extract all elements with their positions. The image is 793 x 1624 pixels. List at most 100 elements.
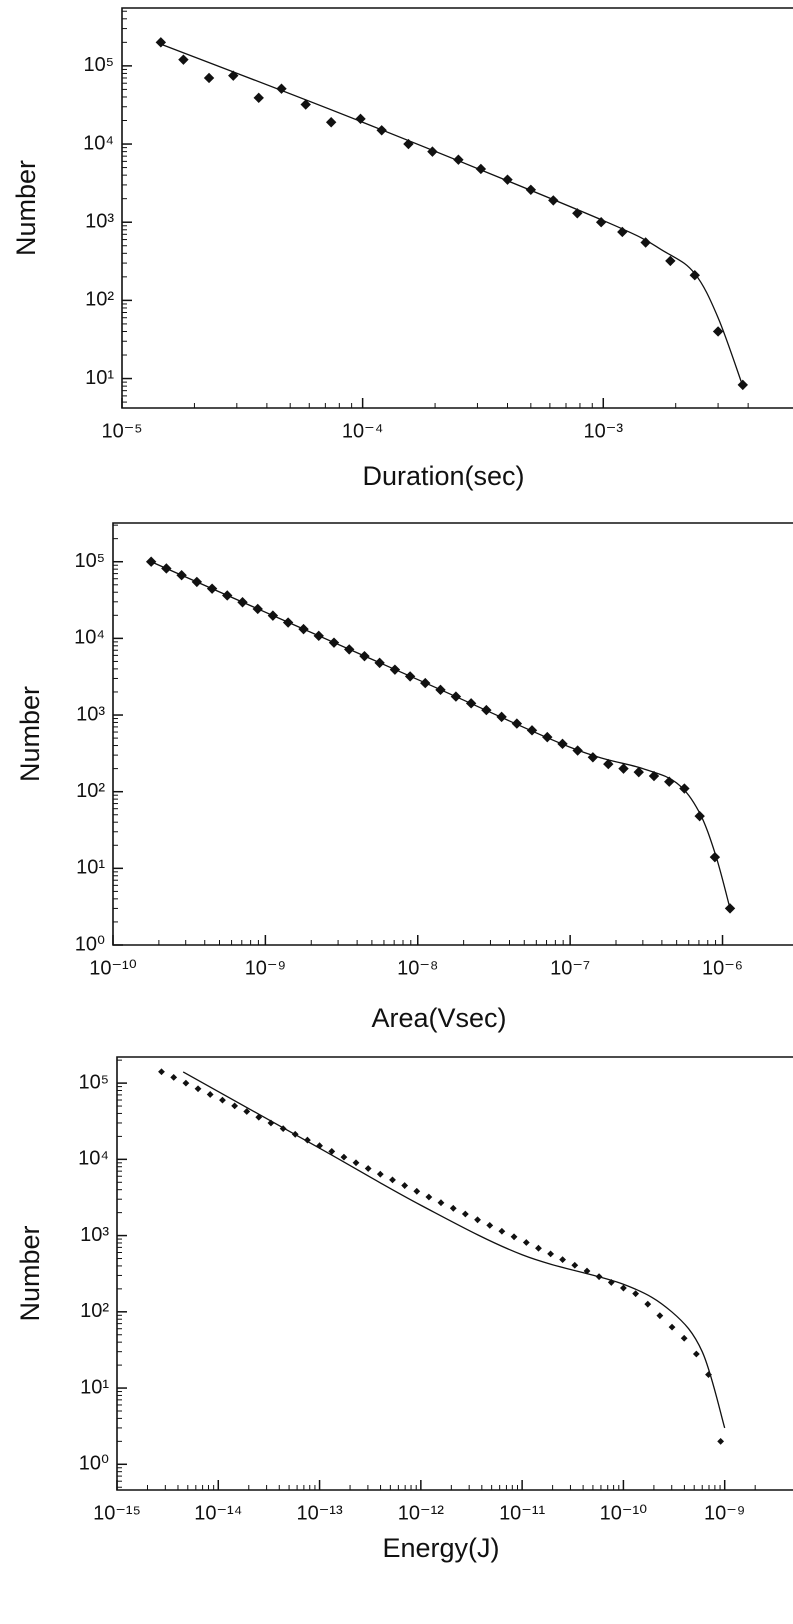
x-tick-label: 10⁻¹⁰: [600, 1502, 647, 1524]
data-point: [203, 72, 215, 84]
data-point: [374, 657, 385, 669]
y-tick-label: 10³: [85, 210, 114, 232]
data-point: [161, 563, 172, 574]
data-point: [344, 644, 355, 655]
data-point: [668, 1323, 676, 1331]
y-tick-label: 10³: [76, 703, 105, 725]
data-point: [535, 1244, 542, 1252]
data-point: [420, 677, 431, 689]
data-point: [352, 1159, 360, 1167]
data-point: [679, 783, 690, 794]
data-point: [522, 1239, 530, 1246]
data-point: [155, 37, 167, 48]
data-point: [496, 711, 507, 723]
y-axis-title: Number: [11, 160, 41, 256]
data-point: [465, 698, 477, 709]
data-point: [712, 326, 724, 337]
data-point: [276, 83, 287, 94]
data-point: [325, 117, 337, 128]
data-point: [620, 1284, 627, 1292]
data-point: [267, 1119, 275, 1127]
data-point: [178, 54, 189, 65]
data-point: [525, 184, 537, 195]
data-point: [304, 1136, 311, 1144]
data-point: [403, 138, 414, 150]
y-tick-label: 10³: [80, 1224, 109, 1246]
data-point: [705, 1371, 712, 1379]
data-point: [583, 1267, 591, 1275]
data-point: [219, 1096, 226, 1104]
x-tick-label: 10⁻⁴: [342, 420, 383, 442]
data-point: [587, 752, 599, 763]
y-tick-label: 10⁰: [75, 933, 105, 955]
x-tick-label: 10⁻¹²: [398, 1502, 444, 1524]
data-point: [267, 610, 279, 621]
data-point: [450, 691, 462, 702]
y-tick-label: 10¹: [76, 857, 105, 879]
data-point: [481, 704, 492, 716]
data-point: [404, 671, 416, 682]
data-point: [313, 630, 324, 642]
data-point: [243, 1108, 251, 1115]
data-point: [474, 1216, 481, 1224]
data-point: [547, 1250, 554, 1258]
data-point: [182, 1079, 190, 1087]
data-point: [300, 99, 311, 110]
axis-frame: [121, 7, 793, 409]
data-point: [237, 597, 248, 608]
y-tick-label: 10⁵: [83, 54, 114, 76]
x-axis-title: Duration(sec): [362, 461, 524, 491]
data-point: [425, 1193, 433, 1201]
data-point: [255, 1113, 263, 1121]
y-tick-label: 10⁴: [78, 1148, 109, 1170]
data-point: [559, 1256, 567, 1264]
data-point: [364, 1165, 372, 1172]
x-tick-label: 10⁻⁶: [702, 957, 743, 979]
x-tick-label: 10⁻¹⁴: [194, 1502, 242, 1524]
data-point: [328, 637, 340, 648]
data-point: [328, 1148, 336, 1155]
data-point: [498, 1227, 506, 1235]
x-tick-label: 10⁻⁹: [704, 1502, 745, 1524]
data-point: [389, 664, 401, 675]
data-point: [355, 113, 366, 125]
data-point: [475, 163, 487, 175]
x-tick-label: 10⁻¹¹: [499, 1502, 545, 1524]
fit-line: [150, 561, 731, 909]
x-tick-label: 10⁻³: [584, 420, 624, 442]
data-point: [253, 92, 264, 104]
data-point: [694, 810, 705, 822]
data-point: [603, 758, 614, 770]
data-point: [724, 903, 736, 914]
data-point: [359, 650, 370, 662]
data-point: [644, 1300, 652, 1308]
data-point: [664, 776, 675, 787]
x-tick-label: 10⁻⁸: [397, 957, 438, 979]
chart-panel: 10⁻¹⁰ 10⁻⁹ 10⁻⁸ 10⁻⁷ 10⁻⁶ 10⁰ 10¹ 10² 10³ 10⁴ 10⁵ A…: [15, 522, 793, 1033]
data-point: [510, 1233, 518, 1241]
data-point: [298, 623, 309, 635]
data-point: [316, 1142, 323, 1150]
data-point: [618, 763, 629, 774]
data-point: [502, 174, 513, 185]
y-tick-label: 10⁵: [74, 550, 105, 572]
x-tick-label: 10⁻¹³: [297, 1502, 343, 1524]
data-point: [737, 379, 748, 391]
data-point: [595, 1273, 603, 1281]
chart-panel: 10⁻⁵ 10⁻⁴ 10⁻³ 10¹ 10² 10³ 10⁴ 10⁵ Duration(sec)…: [11, 7, 793, 491]
data-point: [279, 1125, 287, 1133]
data-point: [511, 718, 523, 729]
data-point: [453, 154, 464, 165]
data-point: [145, 556, 157, 567]
data-point: [401, 1182, 409, 1189]
data-point: [692, 1350, 700, 1358]
data-point: [461, 1210, 469, 1218]
data-point: [689, 269, 700, 281]
data-point: [228, 70, 239, 81]
y-tick-label: 10⁴: [74, 627, 105, 649]
data-point: [340, 1153, 348, 1161]
data-point: [435, 684, 446, 696]
y-tick-label: 10²: [85, 289, 114, 311]
data-point: [222, 590, 233, 601]
data-point: [194, 1085, 202, 1093]
